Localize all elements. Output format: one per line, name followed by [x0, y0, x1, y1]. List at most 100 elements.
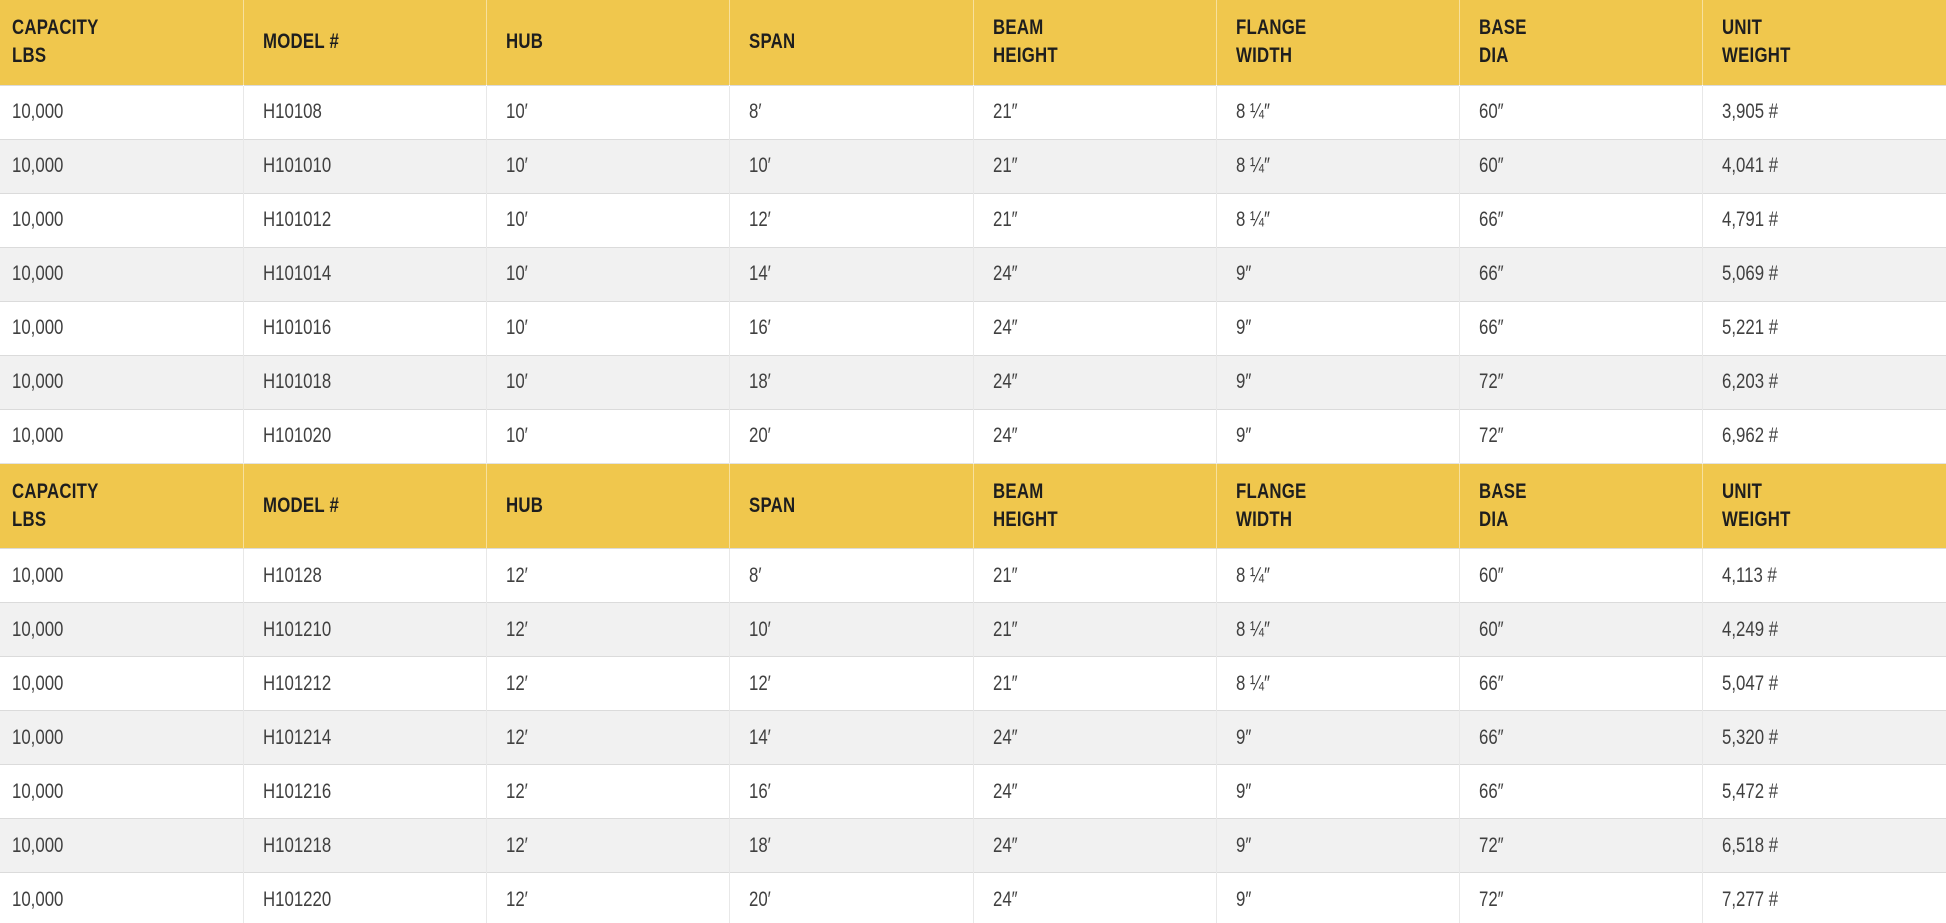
cell-model-number: H101010: [243, 138, 488, 193]
cell-span: 20′: [729, 408, 974, 463]
header-label-line: UNIT: [1722, 480, 1763, 503]
cell-beam-height: 24″: [973, 408, 1217, 463]
cell-value: 12′: [506, 833, 528, 857]
cell-value: 21″: [992, 100, 1018, 123]
table-row: 10,000 H101220 12′ 20′ 24″ 9″ 72″ 7,277 #: [0, 872, 1946, 923]
header-label-line: BEAM: [992, 16, 1043, 40]
header-row: CAPACITY LBS MODEL # HUB SPAN BEAM HEIGHT FLANG…: [0, 463, 1946, 549]
table-row: 10,000 H101012 10′ 12′ 21″ 8 ¼″ 66″ 4,791 #: [0, 192, 1946, 247]
header-label-line: DIA: [1479, 508, 1509, 531]
column-header-flange-width: FLANGE WIDTH: [1216, 463, 1461, 549]
cell-base-dia: 72″: [1459, 354, 1704, 409]
cell-value: 9″: [1235, 725, 1252, 749]
cell-unit-weight: 6,962 #: [1702, 408, 1946, 463]
cell-value: 18′: [749, 370, 772, 393]
cell-span: 20′: [729, 872, 974, 923]
cell-value: 24″: [992, 725, 1018, 749]
header-label-line: BEAM: [992, 480, 1043, 503]
cell-beam-height: 24″: [973, 354, 1217, 409]
cell-capacity-lbs: 10,000: [0, 300, 244, 355]
table-row: 10,000 H101014 10′ 14′ 24″ 9″ 66″ 5,069 #: [0, 246, 1946, 301]
cell-base-dia: 60″: [1459, 602, 1704, 657]
cell-flange-width: 8 ¼″: [1216, 656, 1461, 711]
spec-table-hub-10: CAPACITY LBS MODEL # HUB SPAN BEAM HEIGHT FLANG…: [0, 0, 1946, 463]
cell-value: 10,000: [12, 887, 64, 911]
cell-value: 5,047 #: [1722, 671, 1779, 695]
cell-value: 12′: [506, 779, 528, 803]
spec-table-hub-12: CAPACITY LBS MODEL # HUB SPAN BEAM HEIGHT FLANG…: [0, 463, 1946, 923]
cell-value: 24″: [992, 370, 1018, 393]
cell-value: 66″: [1479, 208, 1504, 231]
cell-value: H101014: [262, 262, 331, 285]
cell-unit-weight: 3,905 #: [1702, 84, 1946, 139]
header-label-line: LBS: [12, 44, 47, 68]
cell-model-number: H101218: [243, 818, 488, 873]
cell-model-number: H101214: [243, 710, 488, 765]
cell-capacity-lbs: 10,000: [0, 872, 244, 923]
cell-value: H101218: [262, 833, 331, 857]
header-label-line: CAPACITY: [12, 16, 99, 40]
cell-value: H101020: [262, 424, 331, 448]
cell-value: 21″: [992, 563, 1018, 587]
cell-span: 8′: [729, 84, 974, 139]
cell-beam-height: 21″: [973, 84, 1217, 139]
cell-flange-width: 8 ¼″: [1216, 84, 1461, 139]
cell-flange-width: 8 ¼″: [1216, 602, 1461, 657]
cell-base-dia: 60″: [1459, 138, 1704, 193]
cell-hub: 12′: [486, 818, 731, 873]
spec-table-body: 10,000 H10128 12′ 8′ 21″ 8 ¼″ 60″ 4,113 #10,000…: [0, 548, 1946, 923]
cell-value: H101018: [262, 370, 331, 393]
cell-span: 10′: [729, 602, 974, 657]
cell-base-dia: 72″: [1459, 818, 1704, 873]
cell-unit-weight: 4,113 #: [1702, 548, 1946, 603]
cell-base-dia: 72″: [1459, 872, 1704, 923]
cell-unit-weight: 5,221 #: [1702, 300, 1946, 355]
header-label-line: MODEL #: [262, 30, 339, 54]
cell-value: 5,221 #: [1722, 316, 1779, 339]
cell-flange-width: 8 ¼″: [1216, 192, 1461, 247]
cell-value: 4,041 #: [1722, 154, 1779, 177]
cell-value: 10′: [506, 424, 528, 448]
cell-base-dia: 66″: [1459, 300, 1704, 355]
column-header-flange-width: FLANGE WIDTH: [1216, 0, 1461, 85]
cell-value: 10,000: [12, 779, 64, 803]
cell-value: 72″: [1479, 424, 1504, 448]
cell-value: 10,000: [12, 617, 64, 641]
table-row: 10,000 H101010 10′ 10′ 21″ 8 ¼″ 60″ 4,041 #: [0, 138, 1946, 193]
cell-unit-weight: 6,518 #: [1702, 818, 1946, 873]
cell-value: 5,320 #: [1722, 725, 1779, 749]
header-label-line: SPAN: [749, 494, 796, 517]
header-label-line: WIDTH: [1235, 508, 1293, 531]
cell-span: 14′: [729, 246, 974, 301]
cell-span: 10′: [729, 138, 974, 193]
cell-flange-width: 9″: [1216, 408, 1461, 463]
cell-base-dia: 66″: [1459, 710, 1704, 765]
cell-flange-width: 8 ¼″: [1216, 138, 1461, 193]
table-row: 10,000 H101212 12′ 12′ 21″ 8 ¼″ 66″ 5,047 #: [0, 656, 1946, 711]
cell-value: 9″: [1235, 887, 1252, 911]
column-header-hub: HUB: [486, 463, 731, 549]
cell-value: 9″: [1235, 779, 1252, 803]
cell-capacity-lbs: 10,000: [0, 602, 244, 657]
column-header-span: SPAN: [729, 463, 974, 549]
cell-value: 10,000: [12, 154, 64, 177]
cell-hub: 12′: [486, 548, 731, 603]
cell-flange-width: 9″: [1216, 354, 1461, 409]
cell-value: 20′: [749, 887, 772, 911]
cell-base-dia: 60″: [1459, 84, 1704, 139]
cell-value: 60″: [1479, 563, 1504, 587]
cell-beam-height: 24″: [973, 764, 1217, 819]
header-label-line: HUB: [506, 30, 544, 54]
cell-value: 8 ¼″: [1235, 154, 1270, 177]
cell-value: 10′: [506, 100, 528, 123]
cell-hub: 10′: [486, 354, 731, 409]
cell-value: 10,000: [12, 424, 64, 448]
cell-value: 10,000: [12, 100, 64, 123]
cell-value: 8′: [749, 563, 762, 587]
cell-value: H101010: [262, 154, 331, 177]
table-row: 10,000 H10128 12′ 8′ 21″ 8 ¼″ 60″ 4,113 #: [0, 548, 1946, 603]
table-row: 10,000 H101018 10′ 18′ 24″ 9″ 72″ 6,203 #: [0, 354, 1946, 409]
cell-value: H101212: [262, 671, 331, 695]
cell-beam-height: 24″: [973, 818, 1217, 873]
cell-beam-height: 24″: [973, 300, 1217, 355]
